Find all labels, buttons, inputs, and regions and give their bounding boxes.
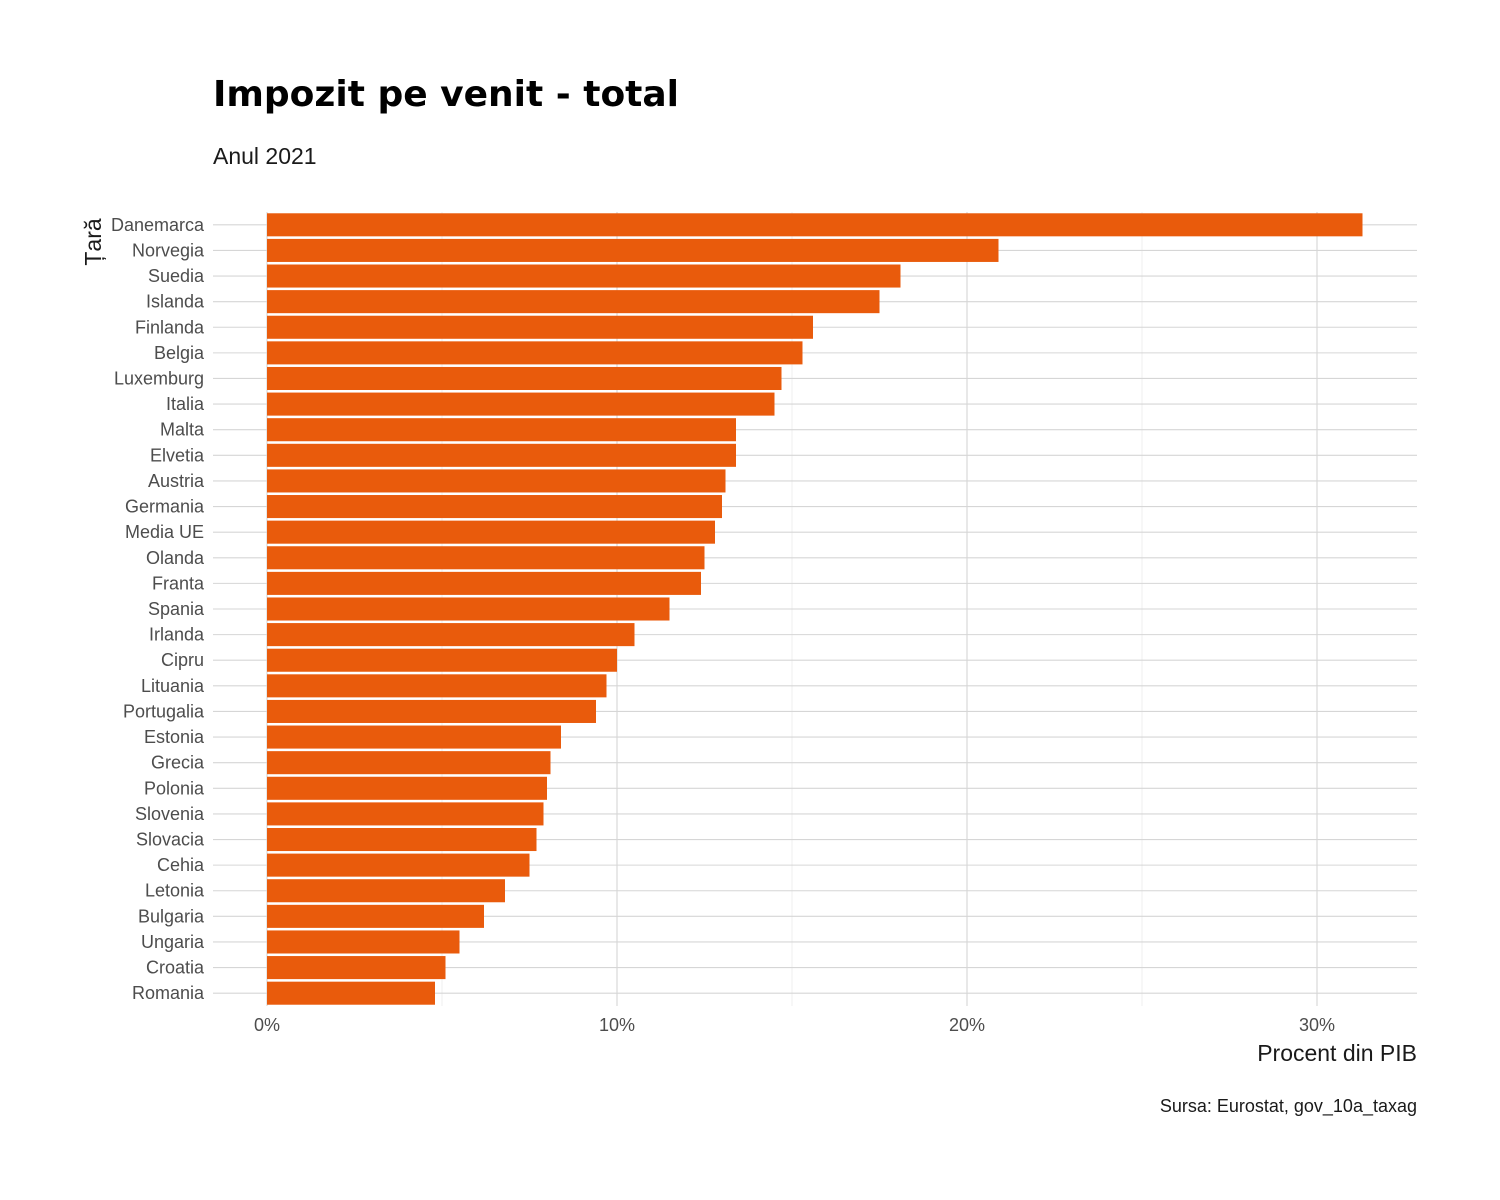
y-tick-label: Romania <box>132 983 205 1003</box>
bar-cehia <box>267 853 530 877</box>
y-tick-label: Islanda <box>146 292 205 312</box>
bar-portugalia <box>267 699 596 723</box>
bar-croatia <box>267 956 446 980</box>
bar-irlanda <box>267 623 635 647</box>
bar-elvetia <box>267 443 736 467</box>
y-tick-label: Polonia <box>144 778 205 798</box>
chart-subtitle: Anul 2021 <box>213 143 317 169</box>
bar-bulgaria <box>267 904 484 928</box>
y-tick-label: Olanda <box>146 548 205 568</box>
bar-estonia <box>267 725 561 749</box>
bar-austria <box>267 469 726 493</box>
bar-norvegia <box>267 238 999 262</box>
bar-slovacia <box>267 827 537 852</box>
x-tick-labels: 0% 10% 20% 30% <box>254 1015 1335 1035</box>
y-tick-label: Norvegia <box>132 240 205 260</box>
y-tick-label: Belgia <box>154 343 205 363</box>
bar-danemarca <box>267 213 1363 237</box>
bar-islanda <box>267 290 880 314</box>
y-tick-label: Elvetia <box>150 445 205 465</box>
x-tick-label: 30% <box>1299 1015 1335 1035</box>
x-tick-label: 20% <box>949 1015 985 1035</box>
y-tick-label: Italia <box>166 394 205 414</box>
bar-finlanda <box>267 315 813 339</box>
y-tick-label: Croatia <box>146 958 205 978</box>
y-tick-label: Luxemburg <box>114 368 204 388</box>
bars <box>267 213 1363 1005</box>
bar-romania <box>267 981 435 1005</box>
source-caption: Sursa: Eurostat, gov_10a_taxag <box>1160 1096 1417 1117</box>
bar-germania <box>267 495 722 519</box>
x-axis-title: Procent din PIB <box>1257 1040 1417 1066</box>
bar-lituania <box>267 674 607 698</box>
y-tick-label: Danemarca <box>111 215 205 235</box>
y-tick-label: Franta <box>152 573 205 593</box>
chart-title: Impozit pe venit - total <box>213 74 680 115</box>
x-tick-label: 10% <box>599 1015 635 1035</box>
bar-franta <box>267 571 701 595</box>
y-tick-label: Germania <box>125 497 205 517</box>
y-tick-label: Portugalia <box>123 701 205 721</box>
bar-belgia <box>267 341 803 365</box>
bar-ungaria <box>267 930 460 954</box>
bar-italia <box>267 392 775 416</box>
y-tick-label: Letonia <box>145 881 205 901</box>
y-tick-label: Austria <box>148 471 205 491</box>
y-tick-label: Estonia <box>144 727 205 747</box>
bar-slovenia <box>267 802 544 826</box>
bar-letonia <box>267 879 505 903</box>
bar-cipru <box>267 648 617 672</box>
y-axis-title: Țară <box>80 218 106 266</box>
bar-olanda <box>267 546 705 570</box>
bar-spania <box>267 597 670 621</box>
y-tick-label: Media UE <box>125 522 204 542</box>
x-tick-label: 0% <box>254 1015 280 1035</box>
y-tick-label: Cehia <box>157 855 205 875</box>
bar-luxemburg <box>267 366 782 391</box>
y-tick-label: Lituania <box>141 676 205 696</box>
y-tick-label: Grecia <box>151 753 205 773</box>
bar-media-ue <box>267 520 715 544</box>
y-tick-label: Malta <box>160 420 205 440</box>
bar-grecia <box>267 751 551 775</box>
y-tick-label: Spania <box>148 599 205 619</box>
y-tick-label: Finlanda <box>135 317 205 337</box>
y-tick-label: Bulgaria <box>138 906 205 926</box>
y-tick-labels: Danemarca Norvegia Suedia Islanda Finlanda Be… <box>111 215 205 1003</box>
y-tick-label: Slovacia <box>136 830 205 850</box>
bar-suedia <box>267 264 901 288</box>
y-tick-label: Suedia <box>148 266 205 286</box>
y-tick-label: Ungaria <box>141 932 205 952</box>
y-tick-label: Slovenia <box>135 804 205 824</box>
y-tick-label: Cipru <box>161 650 204 670</box>
y-tick-label: Irlanda <box>149 625 205 645</box>
bar-polonia <box>267 776 547 800</box>
bar-malta <box>267 418 736 442</box>
